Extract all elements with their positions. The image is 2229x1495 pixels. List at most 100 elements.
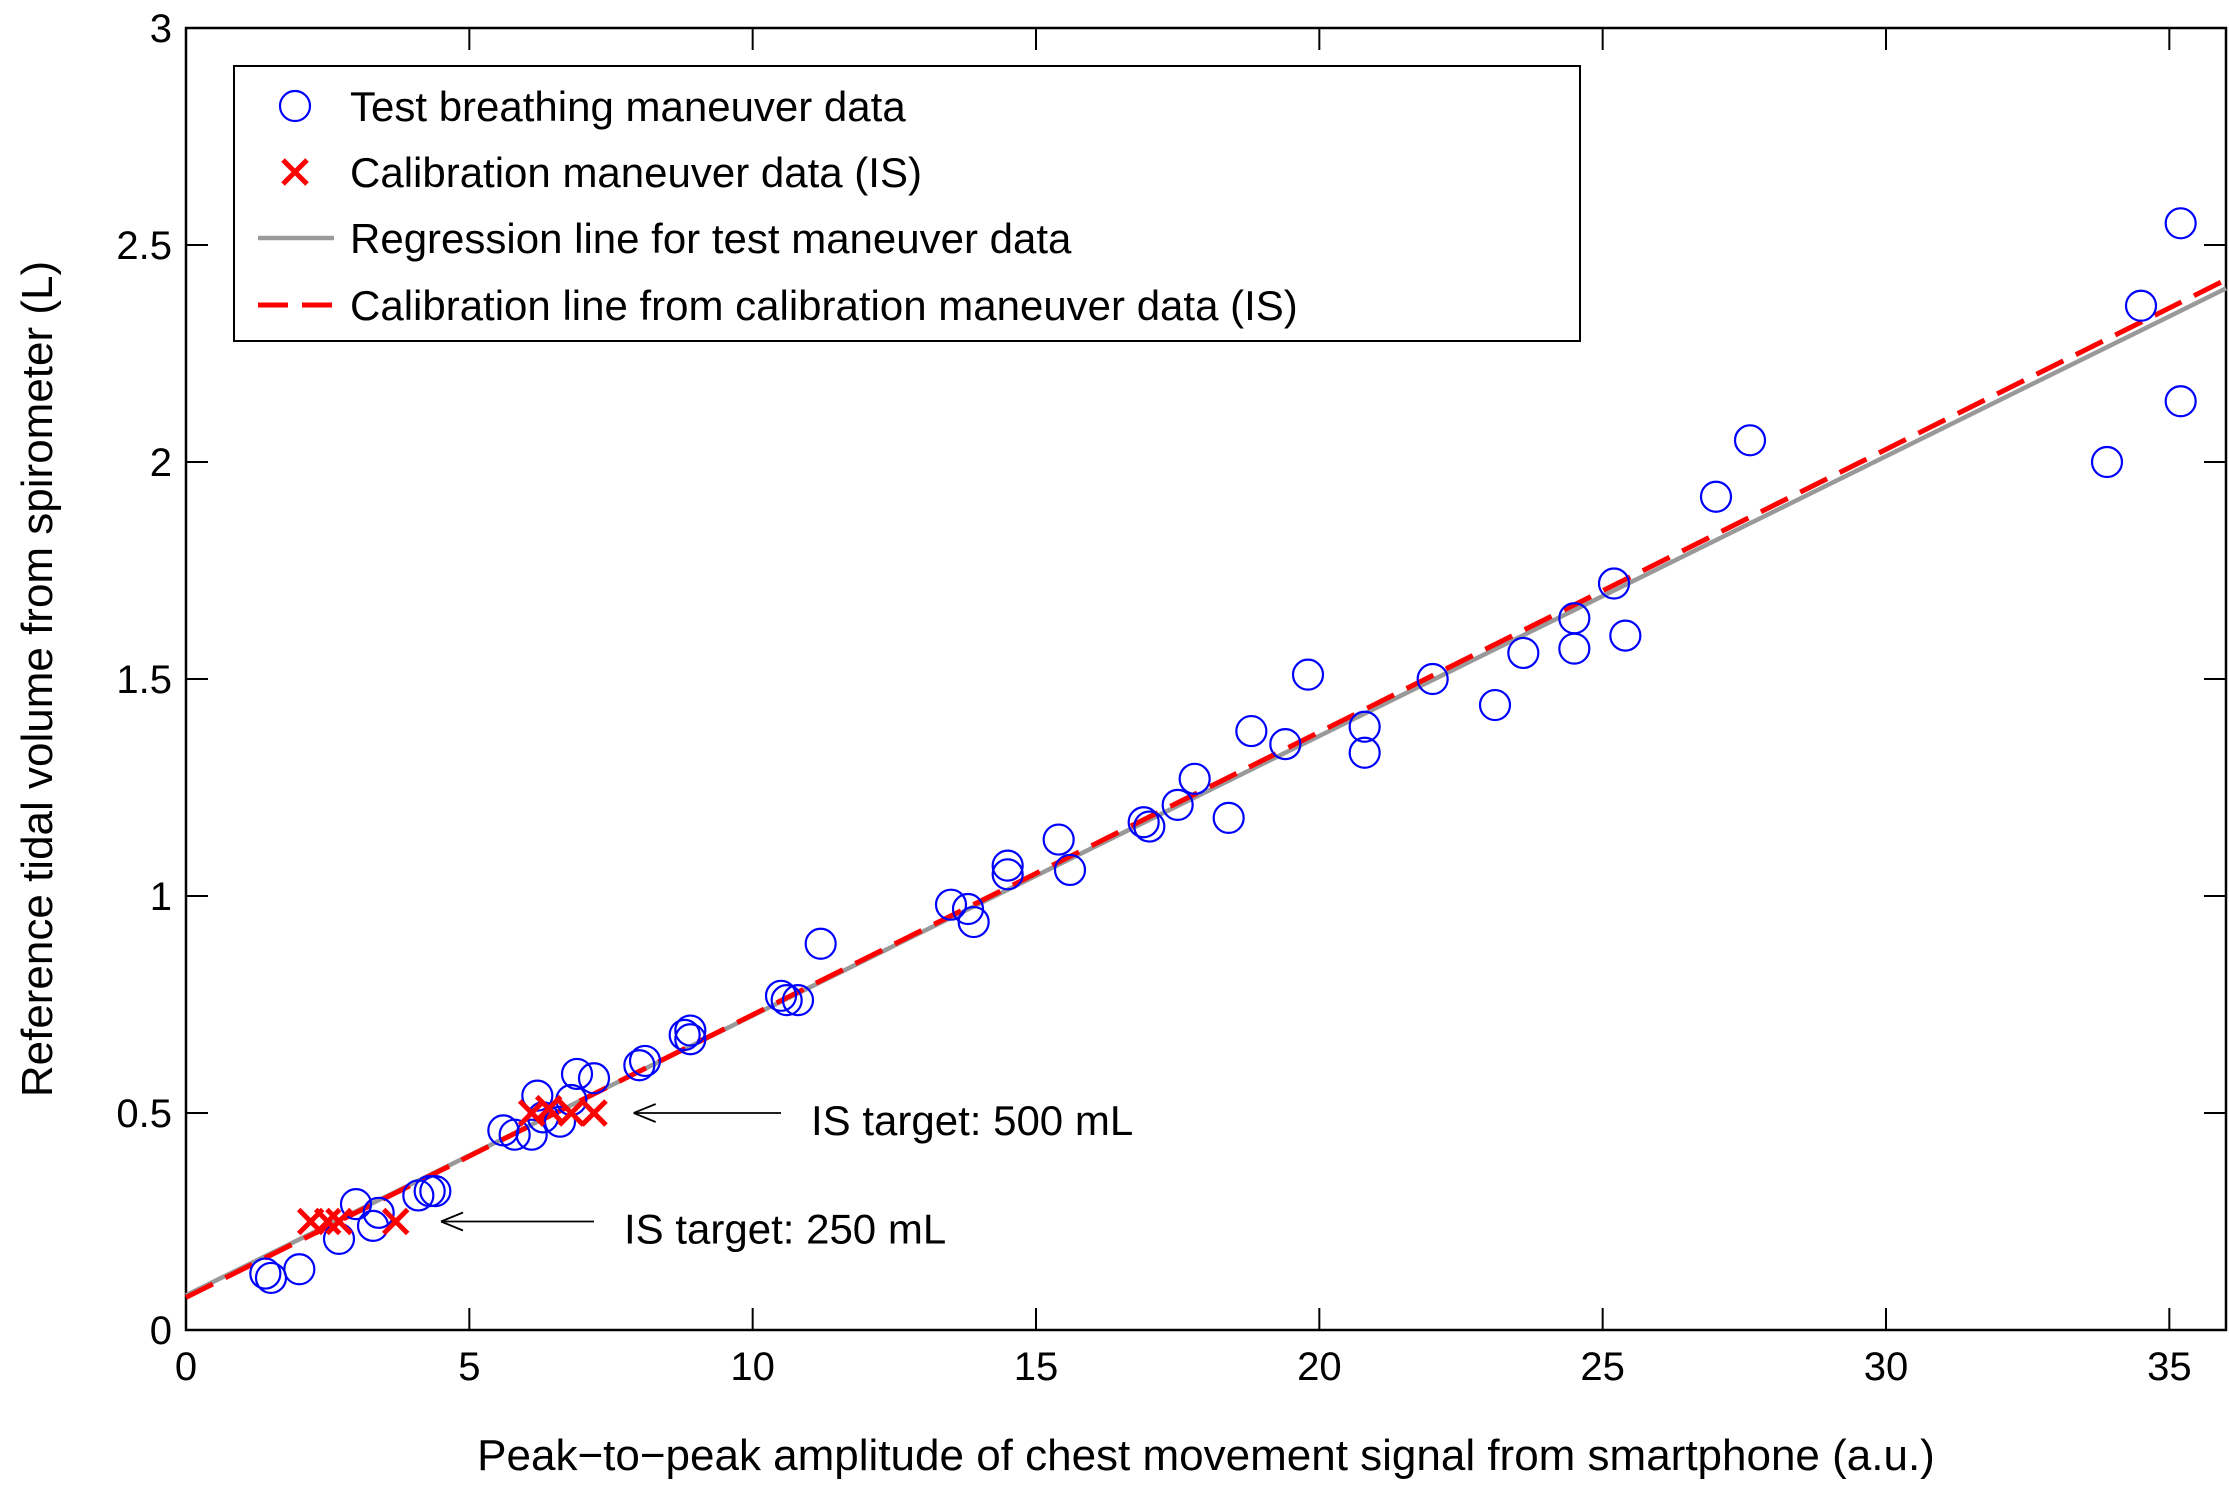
test-data-point (1416, 662, 1449, 696)
calibration-data-point (534, 1094, 563, 1123)
test-data-point (2164, 207, 2197, 240)
y-axis-label: Reference tidal volume from spirometer (… (13, 261, 62, 1097)
test-data-point (249, 1257, 282, 1290)
annotation-label: IS target: 500 mL (811, 1097, 1133, 1144)
test-data-point (515, 1118, 548, 1151)
test-data-point (781, 984, 815, 1017)
x-tick-label: 35 (2147, 1345, 2192, 1389)
y-tick-label: 3 (150, 7, 172, 51)
test-data-point (1348, 736, 1381, 769)
test-data-point (2164, 385, 2197, 418)
test-data-point (283, 1253, 316, 1286)
x-tick-label: 25 (1580, 1345, 1625, 1389)
x-tick-label: 5 (458, 1345, 480, 1389)
test-data-point (1597, 567, 1631, 600)
test-data-point (1733, 424, 1767, 457)
y-tick-label: 2.5 (116, 224, 172, 268)
test-data-point (362, 1196, 395, 1229)
test-data-point (628, 1044, 662, 1078)
test-data-point (674, 1023, 707, 1056)
calibration-data-point (580, 1099, 608, 1127)
test-data-point (1042, 823, 1075, 856)
test-data-point (1127, 806, 1160, 839)
test-data-point (1478, 688, 1512, 722)
fit-lines (184, 277, 2228, 1300)
test-data-point (498, 1118, 531, 1151)
test-data-point (770, 984, 803, 1017)
test-data-point (1699, 480, 1733, 513)
test-data-point (2124, 289, 2158, 322)
legend-entry: Calibration line from calibration maneuv… (258, 282, 1298, 329)
calibration-line (184, 277, 2228, 1300)
test-data-point (991, 849, 1024, 882)
test-data-point (543, 1105, 577, 1138)
legend: Test breathing maneuver data Calibration … (233, 65, 1581, 342)
test-data-point (577, 1062, 611, 1095)
x-axis-label: Peak−to−peak amplitude of chest movement… (477, 1431, 1935, 1480)
test-data-point (674, 1014, 707, 1047)
test-data-point (1609, 619, 1642, 652)
test-data-point (957, 905, 990, 939)
annotation-arrow (633, 1103, 781, 1123)
arrow-head (633, 1103, 657, 1123)
x-marker-stroke (281, 158, 309, 186)
test-data-point (991, 858, 1024, 891)
test-data-point (560, 1057, 594, 1091)
test-data-point (934, 888, 968, 921)
test-data-point (668, 1018, 701, 1051)
test-data-point (2090, 445, 2124, 479)
x-tick-label: 20 (1297, 1345, 1342, 1389)
arrow-head (440, 1211, 464, 1232)
test-data-point (764, 979, 798, 1012)
legend-entry: Calibration maneuver data (IS) (281, 149, 922, 196)
legend-label: Test breathing maneuver data (350, 83, 906, 130)
test-data-point (1161, 788, 1194, 821)
test-data-point (1235, 714, 1268, 748)
test-data-point (1507, 636, 1540, 670)
legend-label: Calibration maneuver data (IS) (350, 149, 922, 196)
test-data-point (339, 1188, 373, 1221)
x-tick-label: 0 (175, 1345, 197, 1389)
test-data-point (1053, 853, 1087, 887)
y-tick-label: 2 (150, 441, 172, 485)
test-data-point (1558, 602, 1591, 635)
legend-box (233, 65, 1581, 342)
x-marker-stroke (534, 1094, 563, 1123)
x-axis: 0 5 10 15 20 25 30 35 (175, 28, 2192, 1389)
x-tick-label: 30 (1864, 1345, 1909, 1389)
test-data-point (623, 1049, 656, 1082)
annotation-label: IS target: 250 mL (624, 1206, 946, 1253)
legend-label: Calibration line from calibration maneuv… (350, 282, 1298, 329)
calibration-data-point (557, 1099, 586, 1127)
test-data-point (1212, 801, 1245, 834)
annotations: IS target: 500 mL IS target: 250 mL (440, 1097, 1133, 1253)
y-tick-label: 1 (150, 875, 172, 919)
y-tick-label: 0 (150, 1309, 172, 1353)
x-marker-stroke (580, 1099, 608, 1127)
legend-circle-icon (278, 89, 312, 123)
test-data-point (1291, 658, 1325, 691)
x-tick-label: 15 (1014, 1345, 1059, 1389)
test-data-point (1133, 810, 1166, 843)
y-tick-label: 0.5 (116, 1092, 172, 1136)
data-markers (249, 207, 2197, 1295)
x-marker-stroke (381, 1207, 410, 1236)
y-tick-label: 1.5 (116, 658, 172, 702)
calibration-data-point (381, 1207, 410, 1236)
test-data-point (804, 927, 837, 960)
legend-entry: Test breathing maneuver data (278, 83, 906, 130)
calibration-data-point (325, 1207, 353, 1236)
x-marker-stroke (313, 1207, 342, 1236)
legend-x-icon (281, 158, 309, 186)
calibration-data-point (313, 1207, 342, 1236)
x-marker-stroke (557, 1099, 586, 1127)
test-data-point (419, 1175, 452, 1208)
x-marker-stroke (517, 1099, 546, 1127)
legend-label: Regression line for test maneuver data (350, 215, 1072, 262)
annotation-arrow (440, 1211, 594, 1232)
test-data-point (1178, 762, 1211, 795)
x-marker-stroke (325, 1207, 353, 1236)
test-data-point (1269, 727, 1302, 761)
test-data-point (1348, 710, 1381, 743)
